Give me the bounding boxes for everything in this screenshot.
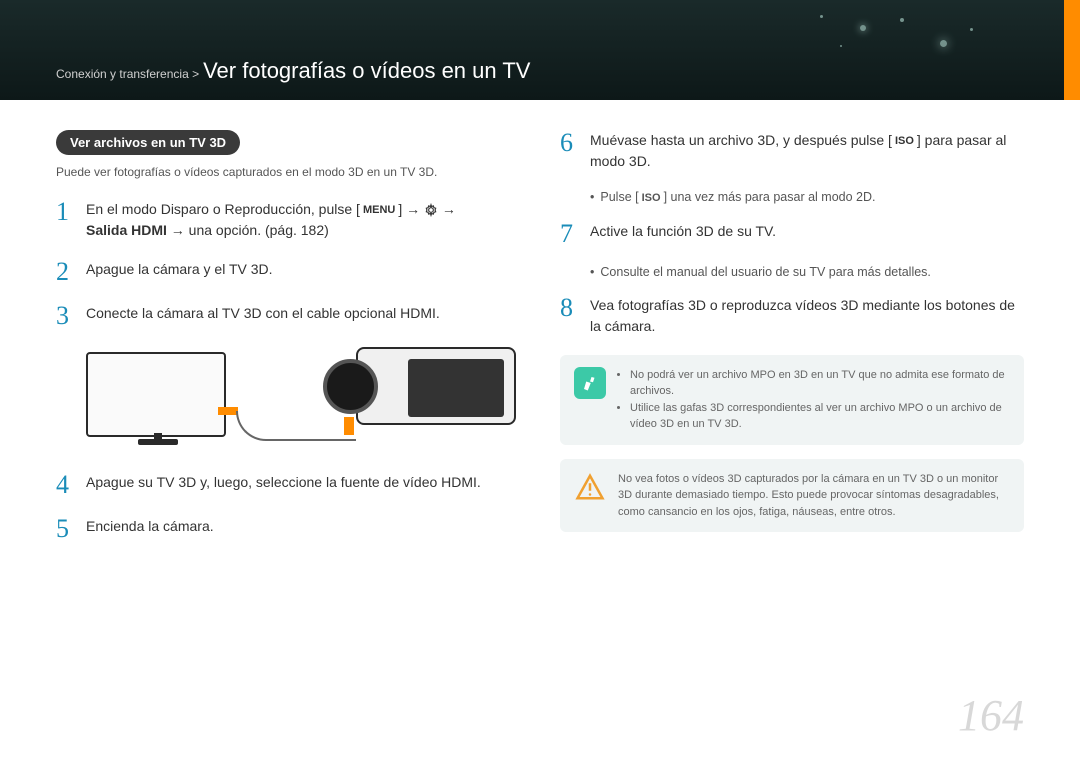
camera-illustration (356, 347, 516, 425)
breadcrumb-section: Conexión y transferencia > (56, 67, 199, 81)
warning-text: No vea fotos o vídeos 3D capturados por … (618, 471, 1010, 521)
step-5: 5 Encienda la cámara. (56, 516, 520, 542)
header-decoration (800, 10, 1000, 70)
step-1: 1 En el modo Disparo o Reproducción, pul… (56, 199, 520, 241)
left-column: Ver archivos en un TV 3D Puede ver fotog… (56, 130, 520, 560)
gear-icon (424, 203, 438, 217)
step-text: Encienda la cámara. (86, 516, 214, 537)
hdmi-cable (236, 411, 356, 441)
tv-illustration (86, 352, 226, 437)
step-text: Apague la cámara y el TV 3D. (86, 259, 273, 280)
step-8: 8 Vea fotografías 3D o reproduzca vídeos… (560, 295, 1024, 337)
content-area: Ver archivos en un TV 3D Puede ver fotog… (0, 100, 1080, 560)
connection-diagram (86, 347, 520, 452)
step-number: 2 (56, 259, 74, 285)
step-number: 7 (560, 221, 578, 247)
step-number: 1 (56, 199, 74, 225)
step-7: 7 Active la función 3D de su TV. (560, 221, 1024, 247)
step-text: Vea fotografías 3D o reproduzca vídeos 3… (590, 295, 1024, 337)
warning-note: No vea fotos o vídeos 3D capturados por … (560, 459, 1024, 533)
info-note: No podrá ver un archivo MPO en 3D en un … (560, 355, 1024, 445)
step-number: 8 (560, 295, 578, 321)
section-pill: Ver archivos en un TV 3D (56, 130, 240, 155)
step-text: En el modo Disparo o Reproducción, pulse… (86, 199, 456, 241)
iso-icon: ISO (892, 132, 917, 151)
hdmi-plug-camera (344, 417, 354, 435)
info-icon (574, 367, 606, 399)
step-4: 4 Apague su TV 3D y, luego, seleccione l… (56, 472, 520, 498)
info-item: Utilice las gafas 3D correspondientes al… (630, 400, 1010, 433)
step-number: 3 (56, 303, 74, 329)
step-text: Active la función 3D de su TV. (590, 221, 776, 242)
step-number: 6 (560, 130, 578, 156)
step-3: 3 Conecte la cámara al TV 3D con el cabl… (56, 303, 520, 329)
intro-text: Puede ver fotografías o vídeos capturado… (56, 165, 520, 179)
step-6: 6 Muévase hasta un archivo 3D, y después… (560, 130, 1024, 172)
info-list: No podrá ver un archivo MPO en 3D en un … (618, 367, 1010, 433)
step-6-sub: Pulse [ISO] una vez más para pasar al mo… (590, 190, 1024, 205)
step-text: Muévase hasta un archivo 3D, y después p… (590, 130, 1024, 172)
iso-icon: ISO (639, 191, 664, 205)
breadcrumb: Conexión y transferencia > Ver fotografí… (56, 58, 530, 84)
step-text: Apague su TV 3D y, luego, seleccione la … (86, 472, 481, 493)
info-item: No podrá ver un archivo MPO en 3D en un … (630, 367, 1010, 400)
page-number: 164 (958, 690, 1024, 741)
step-number: 4 (56, 472, 74, 498)
step-2: 2 Apague la cámara y el TV 3D. (56, 259, 520, 285)
breadcrumb-title: Ver fotografías o vídeos en un TV (203, 58, 530, 84)
step-7-sub: Consulte el manual del usuario de su TV … (590, 265, 1024, 279)
step-text: Conecte la cámara al TV 3D con el cable … (86, 303, 440, 324)
hdmi-plug-tv (218, 407, 238, 415)
side-tab-marker (1064, 0, 1080, 100)
menu-icon: MENU (360, 201, 398, 220)
header-band: Conexión y transferencia > Ver fotografí… (0, 0, 1080, 100)
warning-icon (574, 471, 606, 503)
right-column: 6 Muévase hasta un archivo 3D, y después… (560, 130, 1024, 560)
step-number: 5 (56, 516, 74, 542)
